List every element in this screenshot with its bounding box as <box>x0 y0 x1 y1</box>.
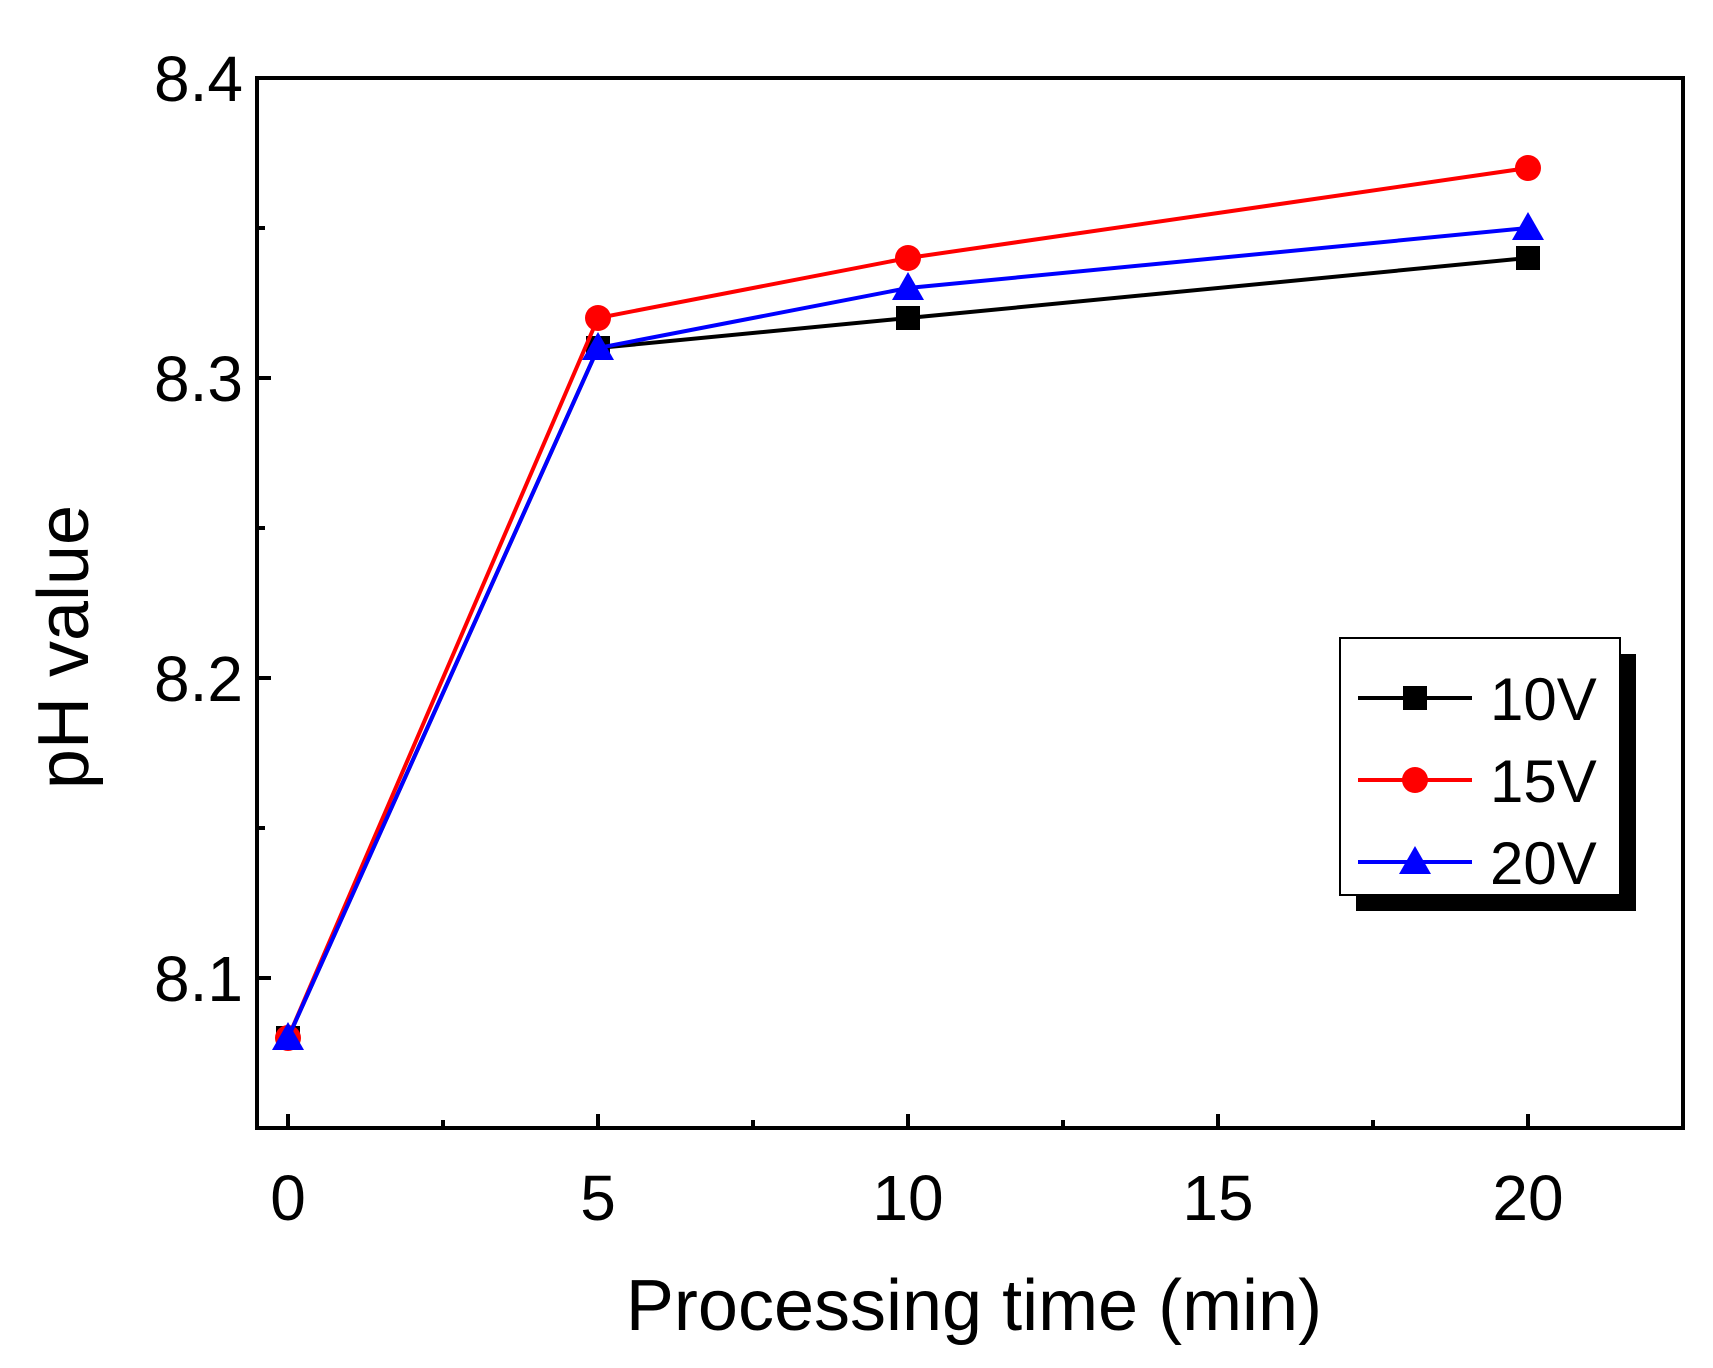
data-point-10v <box>1516 246 1540 270</box>
data-point-15v <box>1515 155 1541 181</box>
tick-labels: 0 5 10 15 20 8.1 8.2 8.3 8.4 <box>154 43 1564 1234</box>
data-point-15v <box>585 305 611 331</box>
y-axis-title: pH value <box>24 505 104 789</box>
legend-marker-20v <box>1399 846 1431 874</box>
legend-label-10v: 10V <box>1490 666 1597 733</box>
x-axis-title: Processing time (min) <box>626 1266 1322 1346</box>
legend-label-15v: 15V <box>1490 748 1597 815</box>
data-point-15v <box>895 245 921 271</box>
data-point-20v <box>1512 212 1544 240</box>
y-tick-label: 8.2 <box>154 643 243 715</box>
series-line-20v <box>286 226 1529 1039</box>
legend-marker-15v <box>1402 767 1428 793</box>
series-line-15v <box>286 166 1529 1039</box>
y-tick-label: 8.1 <box>154 943 243 1015</box>
x-tick-label: 5 <box>580 1162 616 1234</box>
x-tick-label: 15 <box>1182 1162 1253 1234</box>
plot-area <box>255 76 1685 1130</box>
y-tick-label: 8.3 <box>154 343 243 415</box>
legend-label-20v: 20V <box>1490 830 1597 897</box>
x-tick-label: 10 <box>872 1162 943 1234</box>
data-point-10v <box>896 306 920 330</box>
data-point-20v <box>582 332 614 360</box>
x-tick-label: 20 <box>1492 1162 1563 1234</box>
legend-box <box>1339 637 1621 896</box>
data-point-20v <box>892 272 924 300</box>
y-tick-label: 8.4 <box>154 43 243 115</box>
x-tick-label: 0 <box>270 1162 306 1234</box>
plot-frame <box>255 76 1685 1130</box>
legend: 10V 15V 20V <box>1339 637 1636 911</box>
axis-ticks <box>257 76 1530 1128</box>
data-point-20v <box>272 1022 304 1050</box>
legend-marker-10v <box>1403 686 1427 710</box>
